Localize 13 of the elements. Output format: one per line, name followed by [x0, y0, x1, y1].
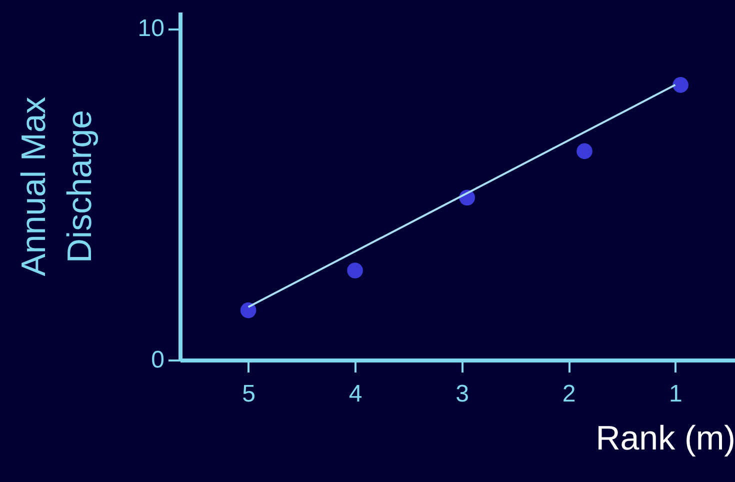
point: [672, 77, 688, 93]
y-axis-title: Annual Max Discharge: [14, 96, 99, 276]
x-axis-title: Rank (m): [596, 420, 735, 458]
point: [347, 262, 363, 278]
x-tick-label: 2: [562, 380, 576, 408]
point: [240, 302, 256, 318]
x-tick-label: 3: [456, 380, 469, 408]
y-tick-label: 0: [151, 346, 164, 374]
x-tick-label: 4: [348, 380, 362, 408]
point: [576, 143, 592, 160]
x-tick-label: 1: [669, 380, 682, 408]
x-tick-label: 5: [242, 380, 256, 408]
y-tick-label: 10: [138, 15, 164, 42]
